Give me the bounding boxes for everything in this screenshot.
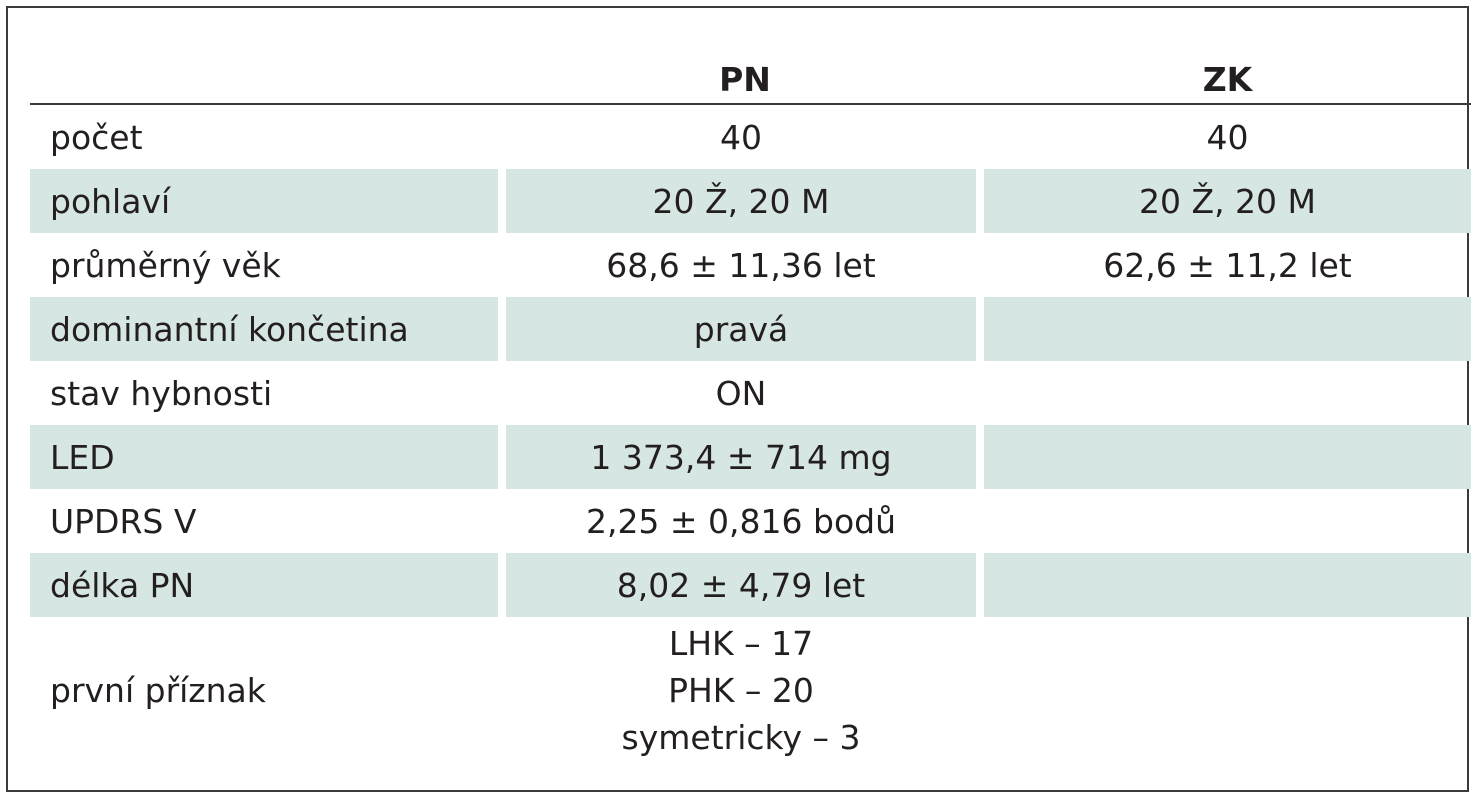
zk-value xyxy=(984,361,1471,425)
zk-value: 62,6 ± 11,2 let xyxy=(1103,245,1352,285)
row-label: LED xyxy=(30,425,506,489)
table-row: délka PN 8,02 ± 4,79 let xyxy=(30,553,1471,617)
row-label: stav hybnosti xyxy=(30,361,506,425)
row-label: průměrný věk xyxy=(30,233,506,297)
table-row: počet 40 40 xyxy=(30,105,1471,169)
zk-value xyxy=(984,617,1471,763)
table-row: UPDRS V 2,25 ± 0,816 bodů xyxy=(30,489,1471,553)
pn-value: pravá xyxy=(506,297,984,361)
first-symptom-line: symetricky – 3 xyxy=(621,717,861,757)
table-header-row: PN ZK xyxy=(30,56,1471,105)
header-empty xyxy=(30,56,506,105)
pn-value: 20 Ž, 20 M xyxy=(506,169,984,233)
pn-value: 1 373,4 ± 714 mg xyxy=(506,425,984,489)
row-label: počet xyxy=(30,105,506,169)
row-label: pohlaví xyxy=(30,169,506,233)
zk-value: 20 Ž, 20 M xyxy=(984,169,1471,233)
pn-value: 68,6 ± 11,36 let xyxy=(506,233,984,297)
table-frame: PN ZK počet 40 40 pohlaví 20 Ž, 20 M 20 … xyxy=(6,6,1471,792)
table-row: pohlaví 20 Ž, 20 M 20 Ž, 20 M xyxy=(30,169,1471,233)
zk-value xyxy=(984,553,1471,617)
table-row: průměrný věk 68,6 ± 11,36 let 62,6 ± 11,… xyxy=(30,233,1471,297)
zk-value xyxy=(984,489,1471,553)
row-label: UPDRS V xyxy=(30,489,506,553)
row-label: dominantní končetina xyxy=(30,297,506,361)
demographics-table: PN ZK počet 40 40 pohlaví 20 Ž, 20 M 20 … xyxy=(30,56,1471,763)
first-symptom-line: LHK – 17 xyxy=(668,623,814,663)
pn-value: ON xyxy=(506,361,984,425)
pn-value: 8,02 ± 4,79 let xyxy=(506,553,984,617)
first-symptom-line: PHK – 20 xyxy=(668,670,814,710)
header-pn: PN xyxy=(506,56,984,105)
header-zk: ZK xyxy=(984,56,1471,105)
table-row: dominantní končetina pravá xyxy=(30,297,1471,361)
zk-value xyxy=(984,297,1471,361)
pn-value: 2,25 ± 0,816 bodů xyxy=(506,489,984,553)
zk-value: 40 xyxy=(1206,117,1249,157)
zk-value xyxy=(984,425,1471,489)
row-label: první příznak xyxy=(30,617,506,763)
pn-value-list: LHK – 17 PHK – 20 symetricky – 3 xyxy=(506,617,984,763)
table-row: první příznak LHK – 17 PHK – 20 symetric… xyxy=(30,617,1471,763)
row-label: délka PN xyxy=(30,553,506,617)
table-row: LED 1 373,4 ± 714 mg xyxy=(30,425,1471,489)
pn-value: 40 xyxy=(506,105,984,169)
table-row: stav hybnosti ON xyxy=(30,361,1471,425)
